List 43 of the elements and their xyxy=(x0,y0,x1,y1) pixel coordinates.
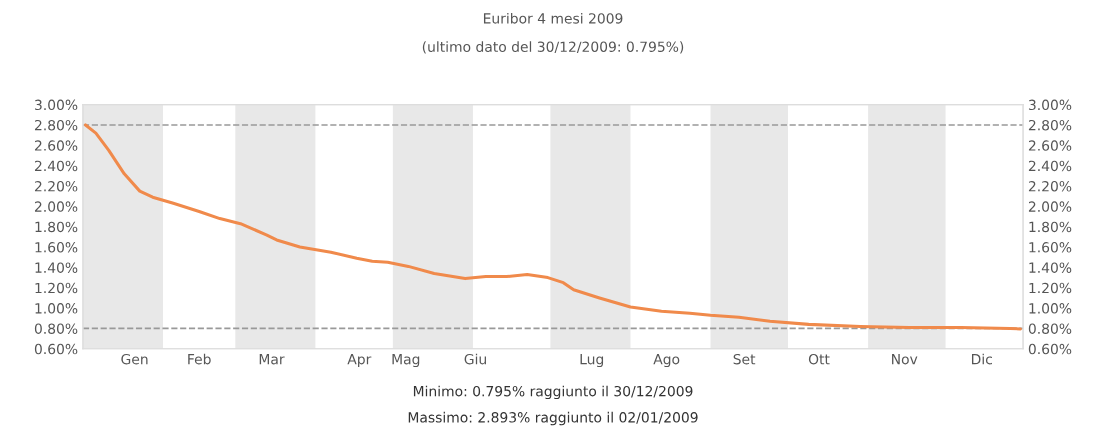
y2-tick-label: 1.00% xyxy=(1029,303,1072,314)
y-tick-label: 1.00% xyxy=(35,303,78,314)
x-tick-label: Giu xyxy=(464,353,486,365)
x-tick-label: Apr xyxy=(347,354,372,368)
y-tick-label: 0.80% xyxy=(34,323,78,334)
y2-tick-label: 1.80% xyxy=(1029,221,1072,233)
y2-tick-label: 2.80% xyxy=(1028,119,1072,131)
y2-tick-label: 2.20% xyxy=(1028,181,1072,192)
x-tick-label: Feb xyxy=(188,353,211,365)
x-tick-label: Gen xyxy=(121,353,148,365)
chart-subtitle: (ultimo dato del 30/12/2009: 0.795%) xyxy=(422,41,684,54)
chart-title: Euribor 4 mesi 2009 xyxy=(483,12,623,24)
y-tick-label: 2.80% xyxy=(34,119,78,131)
x-tick-label: Nov xyxy=(892,354,918,365)
x-tick-label: Ott xyxy=(808,353,830,365)
y-tick-label: 3.00% xyxy=(35,99,78,111)
y2-tick-label: 1.40% xyxy=(1029,262,1072,273)
y2-tick-label: 2.00% xyxy=(1028,201,1072,212)
line-series xyxy=(84,123,1022,331)
y2-tick-label: 0.60% xyxy=(1028,343,1072,355)
y-tick-label: 2.60% xyxy=(34,140,78,151)
x-tick-label: Mar xyxy=(259,354,285,365)
text: Massimo: 2.893% raggiunto il 02/01/2009 xyxy=(408,411,698,426)
y-tick-label: 1.40% xyxy=(35,262,78,273)
y2-tick-label: 0.80% xyxy=(1028,323,1072,334)
y-tick-label: 2.00% xyxy=(34,201,78,212)
y-tick-label: 1.20% xyxy=(35,282,78,294)
x-tick-label: Dic xyxy=(971,353,992,365)
y2-tick-label: 1.60% xyxy=(1029,242,1072,253)
y2-tick-label: 3.00% xyxy=(1028,99,1072,111)
x-tick-label: Lug xyxy=(580,354,604,368)
y-tick-label: 2.40% xyxy=(34,160,78,172)
y-tick-label: 0.60% xyxy=(34,343,78,355)
y2-tick-label: 1.20% xyxy=(1029,282,1072,294)
x-tick-label: Mag xyxy=(392,354,420,368)
y-tick-label: 2.20% xyxy=(34,181,78,192)
y2-tick-label: 2.40% xyxy=(1028,160,1072,172)
y-tick-label: 1.60% xyxy=(35,242,78,253)
y-tick-label: 1.80% xyxy=(35,221,78,233)
y2-tick-label: 2.60% xyxy=(1028,140,1072,151)
x-tick-label: Ago xyxy=(653,354,680,368)
x-tick-label: Set xyxy=(733,353,756,365)
text: Minimo: 0.795% raggiunto il 30/12/2009 xyxy=(413,385,693,400)
